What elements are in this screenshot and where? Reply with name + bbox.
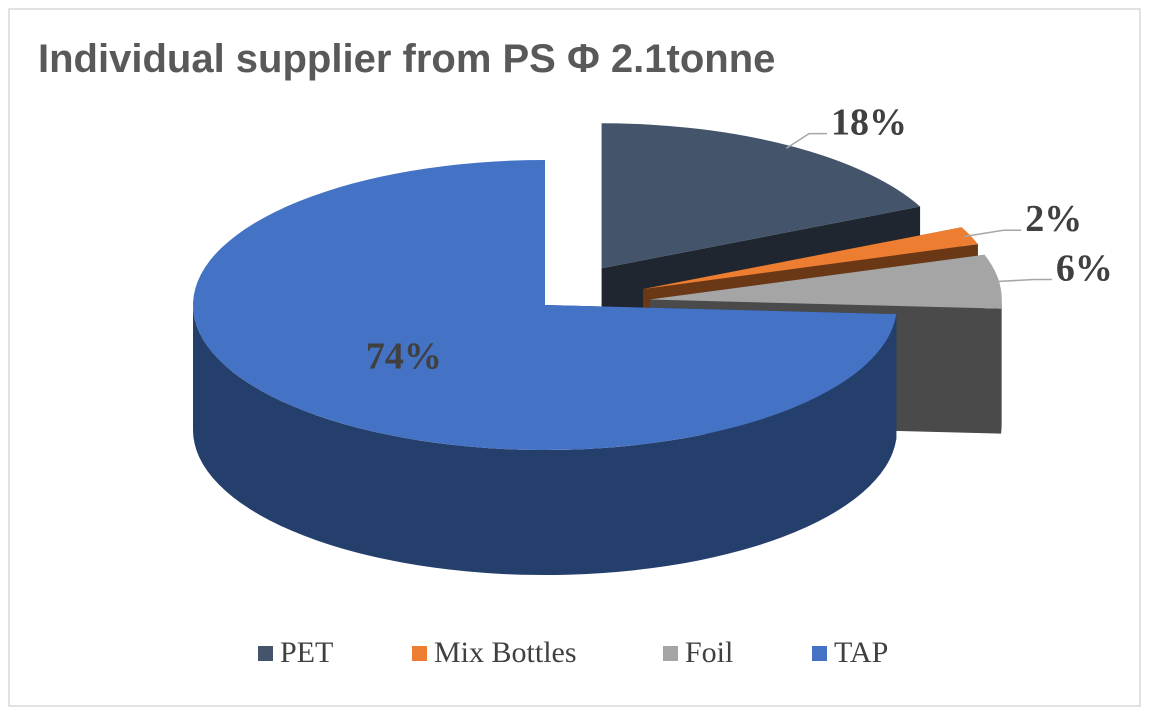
data-label: 74% [366,335,442,377]
legend-swatch [258,646,273,661]
leader-line [963,229,1022,238]
data-label: 6% [1056,247,1113,289]
legend-swatch [663,646,678,661]
slice [643,227,978,289]
slice [601,123,921,269]
legend-label: PET [280,636,333,669]
slice [193,160,897,451]
data-label: 18% [831,101,907,143]
chart-title: Individual supplier from PS Φ 2.1tonne [38,37,775,81]
legend-label: TAP [834,636,888,669]
leader-line [991,278,1052,283]
data-label: 2% [1025,198,1082,240]
legend-swatch [812,646,827,661]
leader-line [786,132,828,149]
legend-label: Foil [685,636,733,669]
slice [649,254,1002,309]
slice-side [1001,299,1002,434]
legend-label: Mix Bottles [434,636,577,669]
legend-swatch [412,646,427,661]
slice-side [193,305,897,576]
